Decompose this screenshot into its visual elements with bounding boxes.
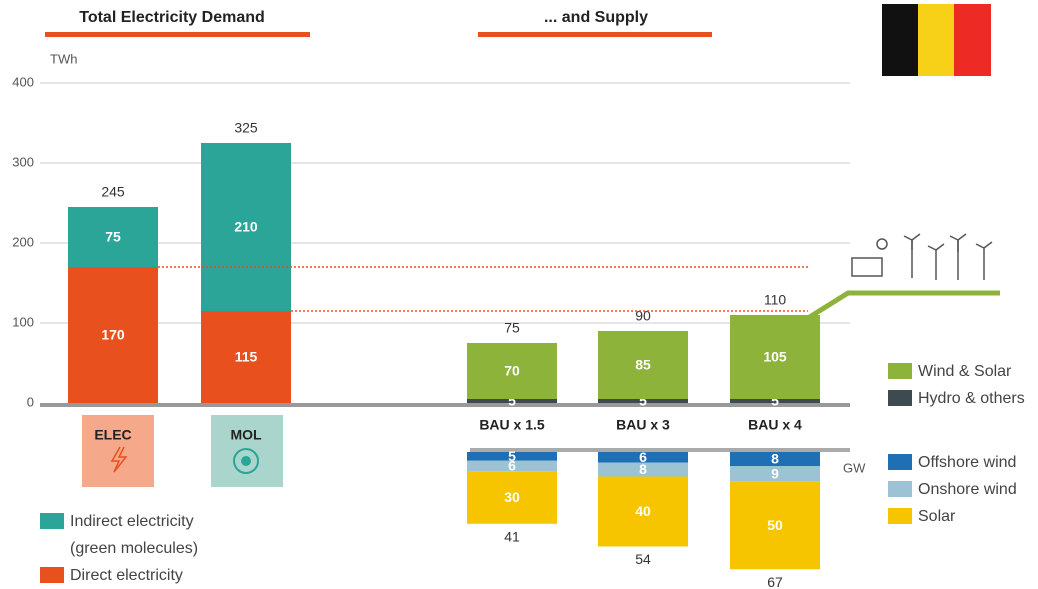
demand-title: Total Electricity Demand (79, 9, 265, 26)
category-label: ELEC (94, 427, 131, 443)
legend-label: Solar (918, 503, 1038, 530)
legend-item: Solar (888, 503, 1038, 530)
segment-label: 40 (635, 503, 651, 519)
legend-item: Direct electricity (40, 562, 240, 589)
supply-title: ... and Supply (544, 9, 648, 26)
legend-swatch (40, 513, 64, 529)
legend-label: Hydro & others (918, 385, 1038, 412)
legend-swatch (888, 390, 912, 406)
category-label: BAU x 4 (748, 417, 802, 433)
total-label: 75 (504, 320, 520, 336)
segment-label: 115 (235, 349, 258, 365)
legend-swatch (40, 567, 64, 583)
legend-swatch (888, 363, 912, 379)
legend-swatch (888, 508, 912, 524)
segment-label: 105 (763, 349, 787, 365)
segment-label: 9 (771, 466, 779, 482)
segment-label: 8 (639, 461, 647, 477)
connector-line (808, 293, 1000, 318)
legend-swatch (888, 481, 912, 497)
segment-label: 50 (767, 517, 783, 533)
legend-item: Wind & Solar (888, 358, 1038, 385)
segment-label: 210 (234, 219, 258, 235)
total-label: 41 (504, 528, 520, 544)
renewables-icon (852, 234, 992, 280)
category-label: BAU x 3 (616, 417, 670, 433)
legend-label: Direct electricity (70, 562, 220, 589)
total-label: 90 (635, 308, 651, 324)
category-label: MOL (230, 427, 262, 443)
segment-label: 70 (504, 363, 520, 379)
legend-label: Wind & Solar (918, 358, 1038, 385)
y-axis-unit: TWh (50, 51, 77, 66)
title-underline (478, 32, 712, 37)
y-tick-label: 300 (12, 154, 34, 169)
title-underline (45, 32, 310, 37)
legend-label: Indirect electricity (green molecules) (70, 508, 220, 562)
total-label: 245 (101, 184, 125, 200)
gw-unit: GW (843, 460, 866, 475)
legend-label: Onshore wind (918, 476, 1038, 503)
segment-label: 8 (771, 451, 779, 467)
legend-swatch (888, 454, 912, 470)
spacer (888, 412, 1038, 449)
legend-item: Offshore wind (888, 449, 1038, 476)
infographic: Total Electricity Demand ... and Supply … (0, 0, 1038, 588)
segment-label: 75 (105, 229, 121, 245)
segment-label: 170 (101, 327, 125, 343)
y-tick-label: 100 (12, 314, 34, 329)
total-label: 325 (234, 120, 258, 136)
category-label: BAU x 1.5 (479, 417, 545, 433)
total-label: 67 (767, 574, 783, 588)
segment-label: 30 (504, 489, 520, 505)
legend: Indirect electricity (green molecules)Di… (40, 508, 240, 589)
legend-item: Hydro & others (888, 385, 1038, 412)
segment-label: 85 (635, 357, 651, 373)
legend-item: Onshore wind (888, 476, 1038, 503)
legend-label: Offshore wind (918, 449, 1038, 476)
y-tick-label: 400 (12, 74, 34, 89)
total-label: 110 (764, 292, 787, 308)
belgium-flag (882, 4, 991, 76)
total-label: 54 (635, 551, 651, 567)
y-tick-label: 0 (27, 394, 34, 409)
legend-item: Indirect electricity (green molecules) (40, 508, 240, 562)
y-tick-label: 200 (12, 234, 34, 249)
